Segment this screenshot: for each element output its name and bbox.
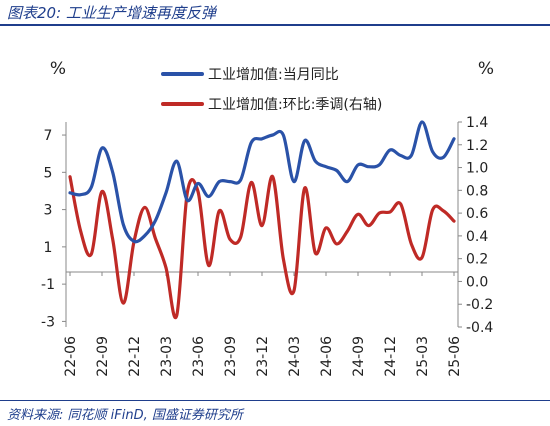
right-tick-label: 0.6 <box>466 206 488 222</box>
series-lines <box>68 120 456 320</box>
left-tick-labels: 7 5 3 1 -1 -3 <box>41 128 66 330</box>
series-line-mom <box>68 175 456 320</box>
right-tick-label: 0.8 <box>466 183 488 199</box>
right-axis-unit: % <box>478 59 494 79</box>
right-tick-label: 0.0 <box>466 274 488 290</box>
x-tick-label: 22-12 <box>127 336 143 377</box>
x-tick-label: 23-03 <box>159 336 175 377</box>
title-divider <box>0 24 550 26</box>
left-tick-label: 3 <box>44 203 53 219</box>
right-tick-label: 1.0 <box>466 161 488 177</box>
legend: 工业增加值:当月同比 工业增加值:环比:季调(右轴) <box>161 67 382 113</box>
left-tick-label: 7 <box>44 128 53 144</box>
left-axis-unit: % <box>50 59 66 79</box>
left-tick-label: 5 <box>44 165 53 181</box>
right-tick-label: 1.4 <box>466 115 488 131</box>
x-tick-label: 23-12 <box>255 336 271 377</box>
right-tick-label: 0.2 <box>466 252 488 268</box>
right-tick-label: 0.4 <box>466 229 488 245</box>
source-note: 资料来源: 同花顺 iFinD, 国盛证券研究所 <box>7 408 243 423</box>
right-tick-labels: 1.4 1.2 1.0 0.8 0.6 0.4 0.2 0.0 -0.2 -0.4 <box>458 115 493 336</box>
line-chart: % % 7 5 3 1 -1 -3 1.4 1.2 1.0 0.8 0.6 0.4 0.2 0.0 -0.… <box>41 59 494 377</box>
x-tick-label: 22-06 <box>63 336 79 377</box>
series-line-yoy <box>68 120 456 244</box>
left-tick-label: -1 <box>41 277 55 293</box>
x-tick-label: 24-06 <box>319 336 335 377</box>
x-tick-label: 25-06 <box>447 336 463 377</box>
x-tick-label: 24-03 <box>287 336 303 377</box>
left-tick-label: 1 <box>44 240 53 256</box>
right-tick-label: -0.4 <box>466 320 493 336</box>
x-tick-labels: 22-06 22-09 22-12 23-03 23-06 23-09 23-12 24-03… <box>63 272 463 377</box>
x-tick-label: 25-03 <box>415 336 431 377</box>
legend-label-mom: 工业增加值:环比:季调(右轴) <box>208 97 382 113</box>
x-tick-label: 24-12 <box>383 336 399 377</box>
source-divider <box>0 400 550 401</box>
right-tick-label: -0.2 <box>466 297 493 313</box>
x-tick-label: 23-06 <box>191 336 207 377</box>
x-tick-label: 24-09 <box>351 336 367 377</box>
right-tick-label: 1.2 <box>466 138 488 154</box>
chart-title: 图表20: 工业生产增速再度反弹 <box>7 4 216 22</box>
legend-label-yoy: 工业增加值:当月同比 <box>208 67 339 83</box>
x-tick-label: 23-09 <box>223 336 239 377</box>
left-tick-label: -3 <box>41 314 55 330</box>
x-tick-label: 22-09 <box>95 336 111 377</box>
